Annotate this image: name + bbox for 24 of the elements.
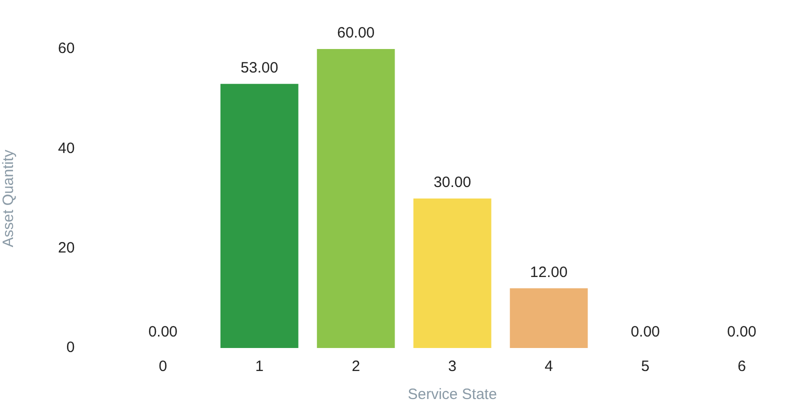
- bar: [413, 198, 492, 348]
- x-tick-label: 1: [255, 358, 264, 376]
- data-label: 0.00: [148, 324, 178, 341]
- x-tick-label: 5: [641, 358, 650, 376]
- y-tick-label: 0: [66, 339, 75, 356]
- x-tick-label: 4: [544, 358, 553, 376]
- x-axis-title: Service State: [408, 386, 497, 404]
- data-label: 30.00: [434, 174, 472, 192]
- x-tick-label: 0: [158, 358, 168, 376]
- y-tick-label: 40: [58, 140, 75, 157]
- x-tick-label: 6: [738, 358, 746, 376]
- data-label: 12.00: [530, 264, 568, 281]
- y-axis-title: Asset Quantity: [0, 149, 18, 248]
- data-label: 60.00: [337, 24, 375, 42]
- x-tick-label: 3: [448, 358, 457, 376]
- bar: [510, 288, 588, 348]
- data-label: 0.00: [630, 324, 660, 341]
- y-tick-label: 60: [58, 40, 75, 58]
- y-tick-label: 20: [58, 239, 75, 256]
- bar: [220, 84, 298, 348]
- x-tick-label: 2: [352, 358, 360, 376]
- data-label: 53.00: [240, 60, 278, 77]
- data-label: 0.00: [727, 324, 756, 341]
- bar: [316, 49, 395, 348]
